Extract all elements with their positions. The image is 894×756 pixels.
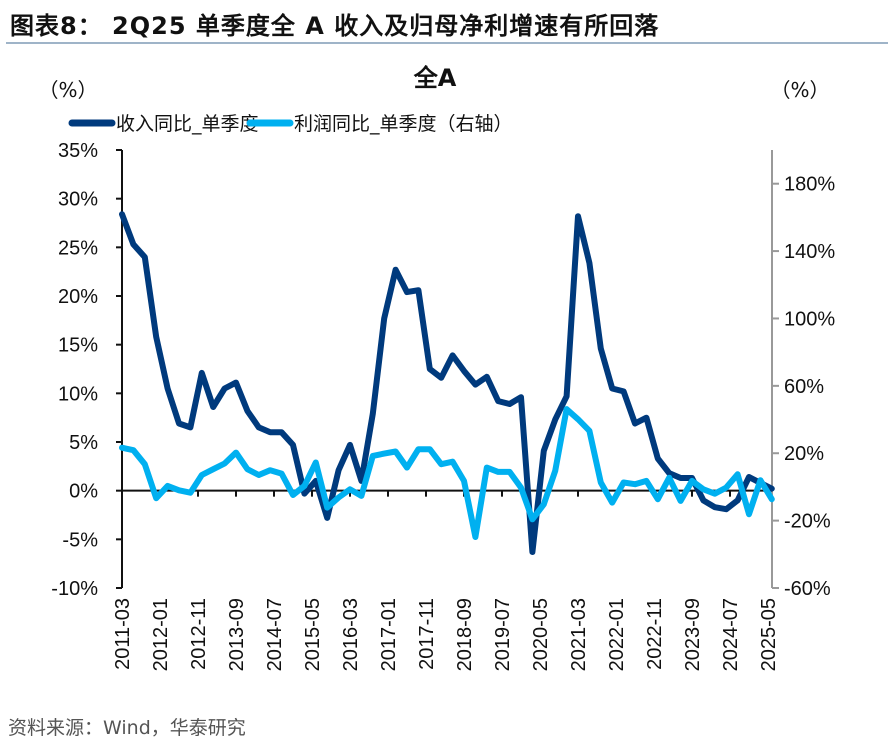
x-tick-label: 2024-07	[720, 598, 742, 671]
right-axis-unit: （%）	[770, 78, 829, 102]
legend: 收入同比_单季度 利润同比_单季度（右轴）	[68, 113, 513, 135]
x-tick-label: 2012-01	[150, 598, 172, 671]
x-tick-label: 2018-09	[454, 598, 476, 671]
left-y-tick-label: 25%	[58, 237, 98, 259]
right-y-tick-label: 60%	[784, 376, 824, 398]
left-y-tick-label: -5%	[62, 529, 98, 551]
x-tick-label: 2022-01	[606, 598, 628, 671]
line-chart: 全A （%） （%） 收入同比_单季度 利润同比_单季度（右轴） -10% -5%…	[38, 64, 835, 671]
source-note: 资料来源：Wind，华泰研究	[8, 717, 246, 739]
x-tick-label: 2017-01	[378, 598, 400, 671]
figure-title: 图表8： 2Q25 单季度全 A 收入及归母净利增速有所回落	[10, 12, 660, 40]
x-tick-label: 2021-03	[568, 598, 590, 671]
left-y-tick-label: 0%	[69, 481, 98, 503]
x-tick-label: 2017-11	[416, 598, 438, 670]
x-tick-label: 2013-09	[226, 598, 248, 671]
x-tick-label: 2011-03	[112, 598, 134, 670]
right-y-tick-label: 180%	[784, 174, 835, 196]
x-tick-label: 2023-09	[682, 598, 704, 671]
left-y-tick-label: 15%	[58, 335, 98, 357]
right-y-tick-label: 140%	[784, 241, 835, 263]
legend-label-revenue: 收入同比_单季度	[116, 113, 259, 135]
x-tick-label: 2014-07	[264, 598, 286, 671]
left-y-tick-label: 30%	[58, 189, 98, 211]
profit-yoy-line	[119, 406, 775, 540]
x-tick-label: 2022-11	[644, 598, 666, 670]
left-y-tick-label: 5%	[69, 432, 98, 454]
left-y-tick-label: -10%	[51, 578, 98, 600]
title-divider	[6, 42, 888, 44]
right-y-tick-label: 100%	[784, 308, 835, 330]
left-axis-unit: （%）	[38, 78, 97, 102]
legend-label-profit: 利润同比_单季度（右轴）	[294, 113, 513, 135]
x-tick-label: 2012-11	[188, 598, 210, 670]
right-y-tick-label: -60%	[784, 578, 831, 600]
left-y-tick-label: 35%	[58, 140, 98, 162]
x-tick-label: 2015-05	[302, 598, 324, 671]
x-tick-label: 2016-03	[340, 598, 362, 671]
right-y-tick-label: 20%	[784, 443, 824, 465]
right-y-tick-label: -20%	[784, 511, 831, 533]
chart-title: 全A	[413, 64, 457, 92]
x-tick-label: 2019-07	[492, 598, 514, 671]
x-tick-label: 2025-05	[758, 598, 780, 671]
x-tick-label: 2020-05	[530, 598, 552, 671]
revenue-yoy-line	[119, 211, 775, 555]
left-y-tick-label: 20%	[58, 286, 98, 308]
left-y-tick-label: 10%	[58, 383, 98, 405]
